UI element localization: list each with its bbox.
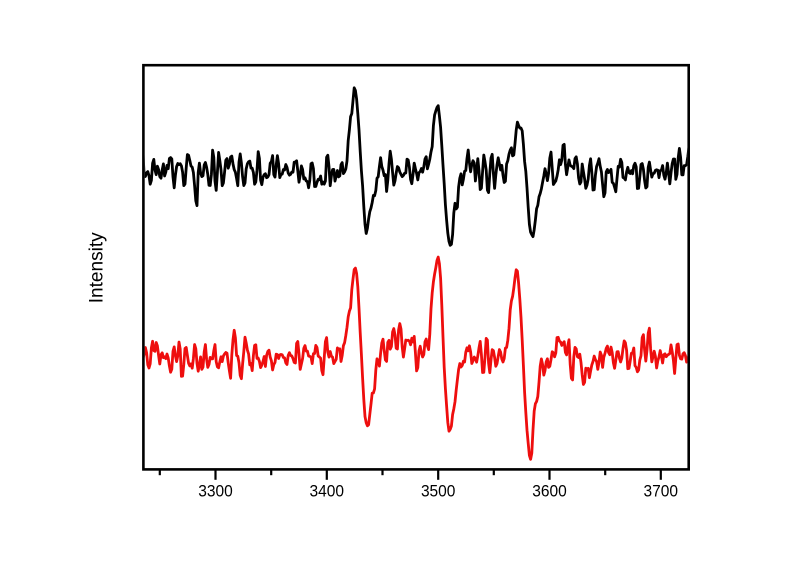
svg-text:3600: 3600 bbox=[532, 482, 567, 501]
svg-text:Intensity: Intensity bbox=[87, 232, 108, 303]
svg-text:3700: 3700 bbox=[644, 482, 679, 501]
svg-text:3400: 3400 bbox=[310, 482, 345, 501]
svg-text:3300: 3300 bbox=[198, 482, 233, 501]
svg-text:3500: 3500 bbox=[421, 482, 456, 501]
